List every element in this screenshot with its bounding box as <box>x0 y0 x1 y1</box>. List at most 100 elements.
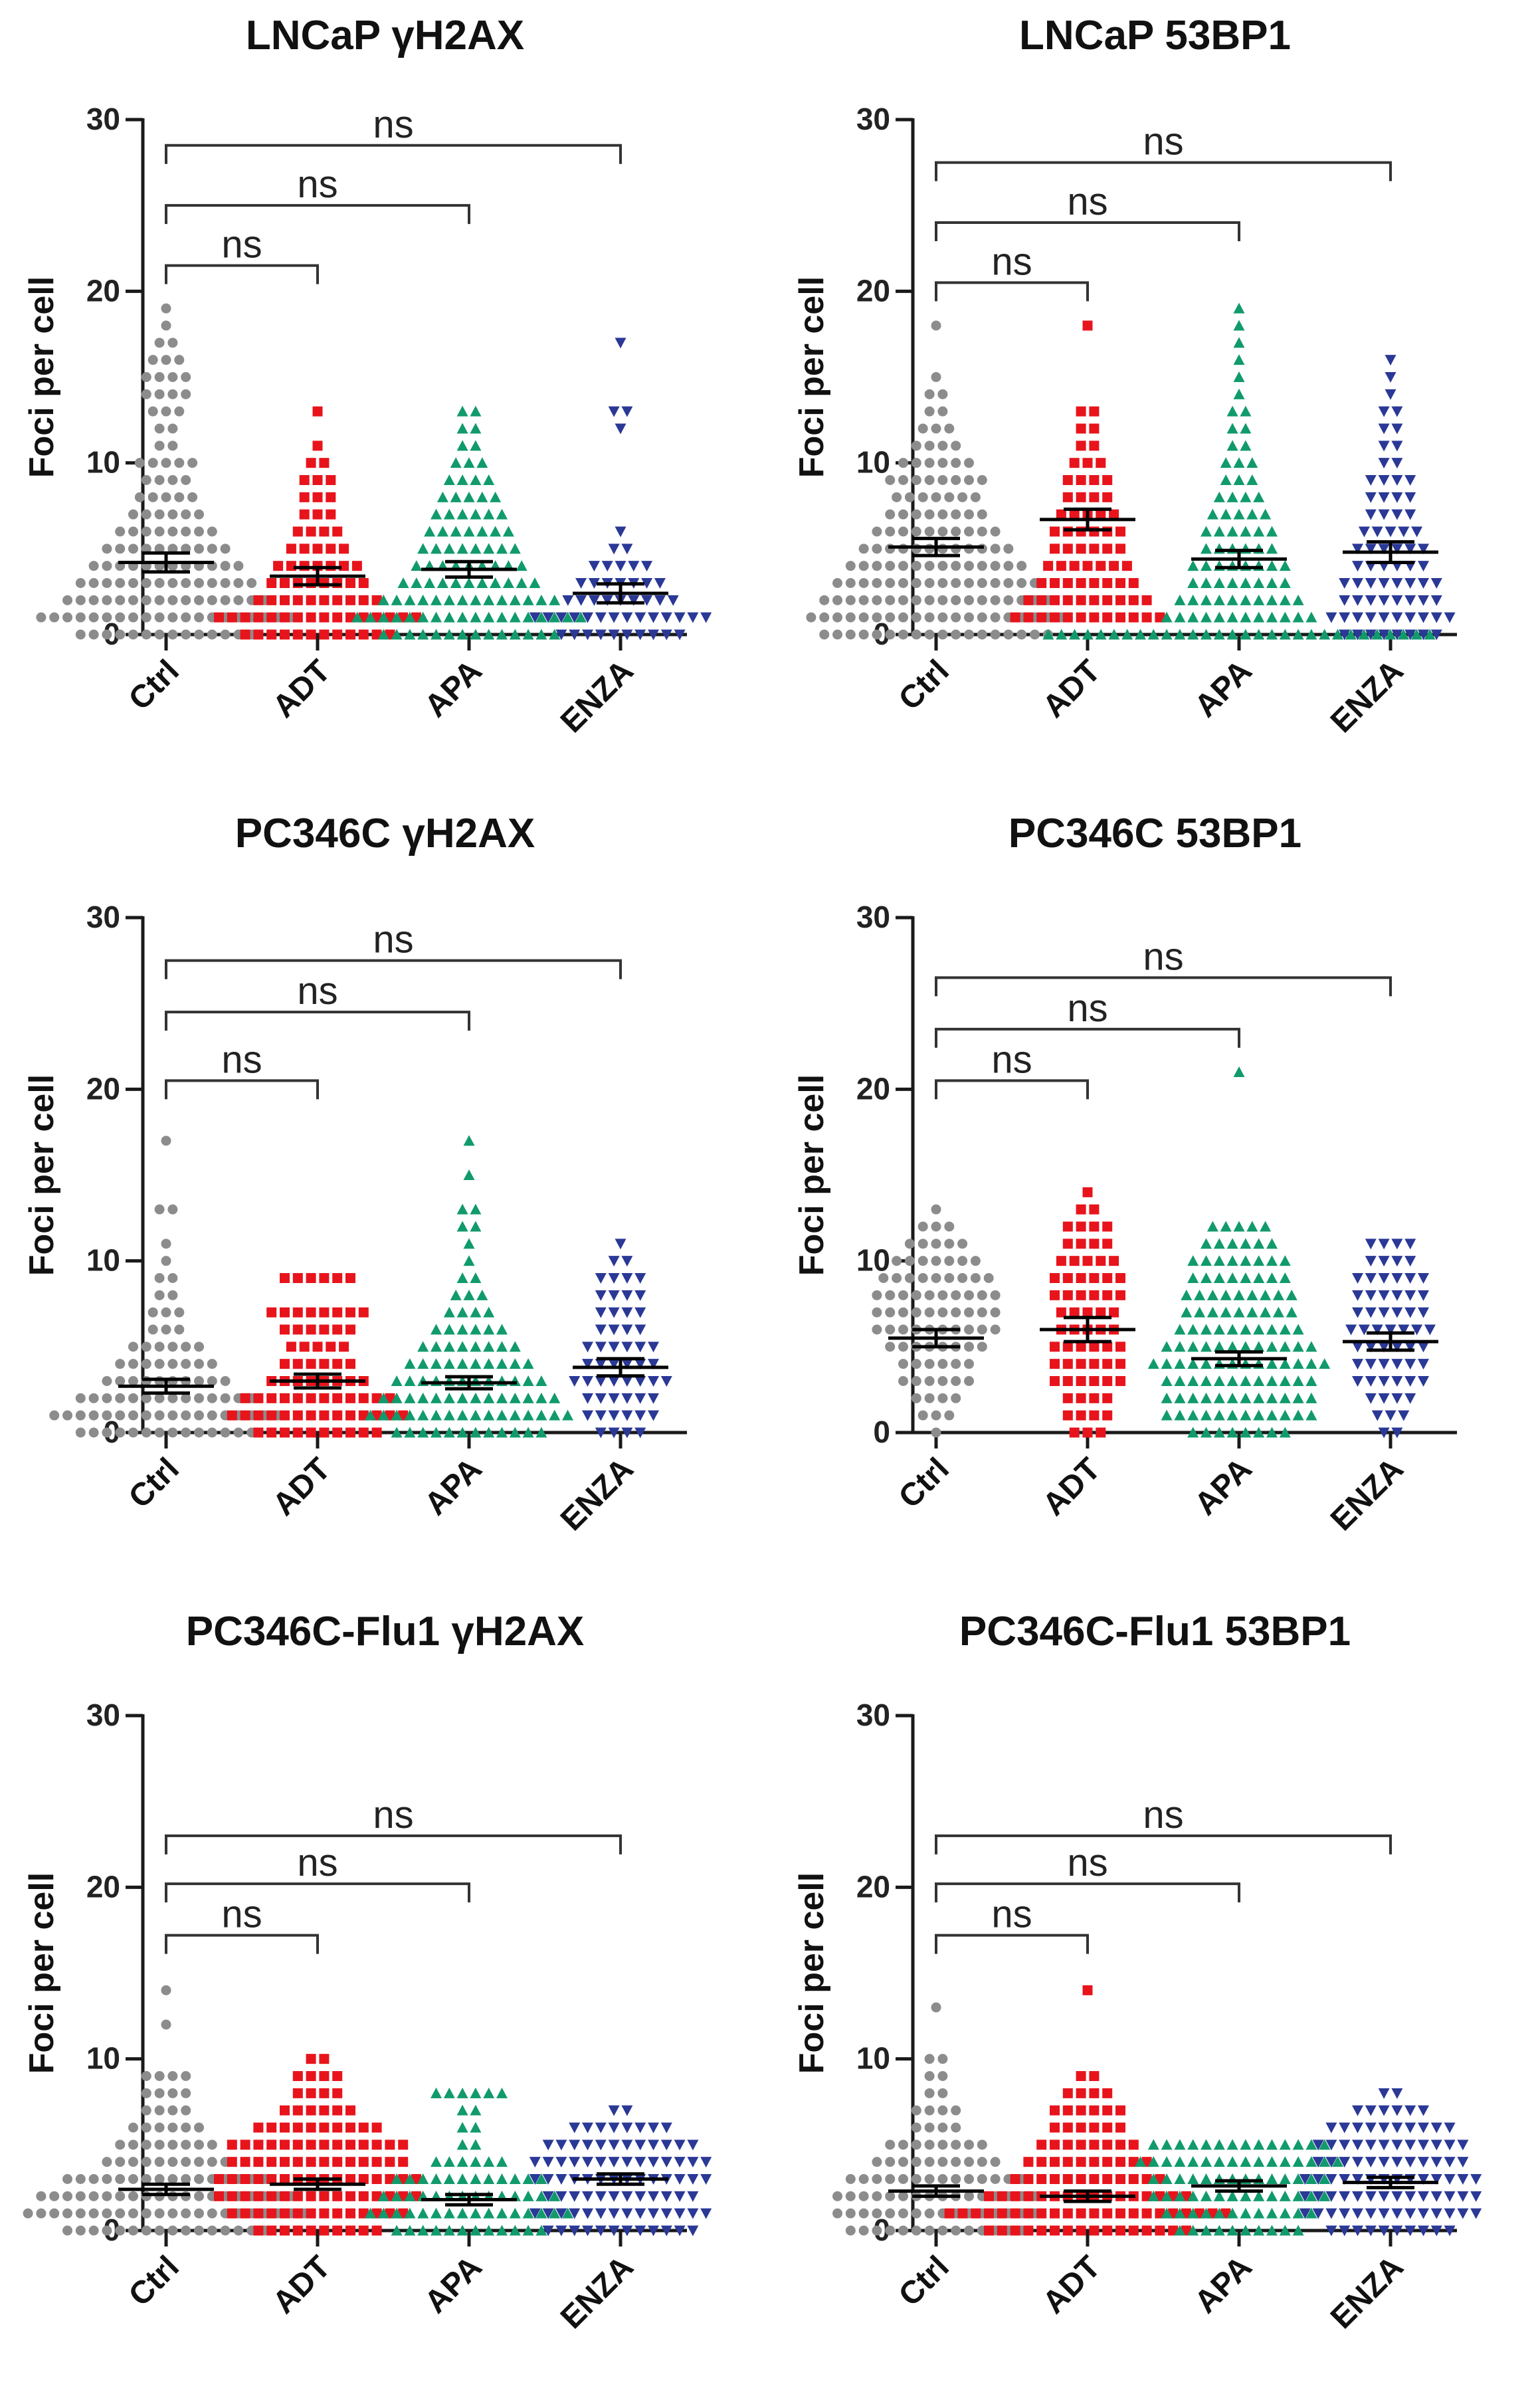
data-point <box>1062 1359 1073 1369</box>
data-point <box>1102 595 1113 605</box>
data-point <box>549 629 561 640</box>
data-point <box>1226 1409 1238 1421</box>
data-point <box>167 2105 178 2116</box>
data-point <box>1378 441 1390 452</box>
data-point <box>595 1376 607 1387</box>
data-point <box>326 492 336 502</box>
x-tick-label: APA <box>418 1451 489 1522</box>
data-point <box>1201 1409 1212 1421</box>
data-point <box>1089 1239 1100 1249</box>
data-point <box>1378 1393 1390 1404</box>
data-point <box>1155 2225 1165 2236</box>
data-point <box>431 1392 442 1403</box>
data-point <box>1430 578 1442 589</box>
data-point <box>885 544 896 554</box>
data-point <box>1378 2122 1390 2134</box>
data-point <box>1089 423 1100 434</box>
data-point <box>167 475 178 485</box>
data-point <box>845 578 856 588</box>
data-point <box>306 578 316 588</box>
data-point <box>977 544 987 554</box>
data-point <box>509 1392 521 1403</box>
data-point <box>1365 612 1377 623</box>
data-point <box>306 2225 316 2236</box>
data-point <box>1050 544 1060 554</box>
data-point <box>1128 2208 1139 2219</box>
data-point <box>1069 1307 1080 1318</box>
data-point <box>181 2122 191 2133</box>
data-point <box>417 1358 429 1369</box>
data-point <box>1030 629 1040 640</box>
data-point <box>1404 544 1416 555</box>
data-point <box>443 1409 455 1421</box>
data-point <box>496 1341 508 1352</box>
data-point <box>496 1392 508 1403</box>
data-point <box>502 526 514 537</box>
data-point <box>1036 578 1047 588</box>
series-ctrl <box>23 1985 310 2236</box>
data-point <box>1391 475 1403 486</box>
data-point <box>319 2208 330 2219</box>
data-point <box>660 2140 672 2151</box>
data-point <box>75 612 86 623</box>
significance-label: ns <box>991 1038 1032 1081</box>
data-point <box>319 1410 330 1421</box>
data-point <box>502 577 514 588</box>
data-point <box>1089 2157 1100 2167</box>
data-point <box>496 1427 508 1438</box>
data-point <box>1365 1307 1377 1318</box>
data-point <box>660 612 672 623</box>
data-point <box>1391 2208 1403 2219</box>
data-point <box>266 2122 277 2133</box>
data-point <box>1161 611 1173 623</box>
data-point <box>306 2122 316 2133</box>
data-point <box>1089 1204 1100 1215</box>
data-point <box>1089 1221 1100 1232</box>
data-point <box>1352 561 1363 572</box>
data-point <box>1470 2208 1482 2219</box>
data-point <box>1365 2122 1377 2134</box>
data-point <box>319 2140 330 2150</box>
data-point <box>911 441 921 451</box>
data-point <box>306 612 316 623</box>
data-point <box>266 2208 277 2219</box>
x-tick-label: ADT <box>266 2249 337 2320</box>
data-point <box>621 1307 633 1318</box>
data-point <box>194 2208 204 2219</box>
data-point <box>1404 2105 1416 2116</box>
data-point <box>385 2140 395 2150</box>
data-point <box>1201 1341 1212 1352</box>
data-point <box>522 611 534 623</box>
data-point <box>154 2140 165 2150</box>
data-point <box>1096 1427 1106 1438</box>
data-point <box>128 2208 138 2219</box>
series-ctrl <box>832 2002 1040 2236</box>
data-point <box>470 423 482 434</box>
data-point <box>1418 2191 1429 2202</box>
data-point <box>292 2157 303 2167</box>
data-point <box>292 1324 303 1335</box>
data-point <box>621 1290 633 1301</box>
data-point <box>1036 2208 1047 2219</box>
data-point <box>456 1427 468 1438</box>
x-tick-label: ENZA <box>1324 2249 1410 2336</box>
data-point <box>404 629 416 640</box>
data-point <box>1266 526 1278 537</box>
data-point <box>1404 578 1416 589</box>
data-point <box>141 1342 151 1352</box>
data-point <box>207 1410 217 1421</box>
series-ctrl <box>49 1136 283 1438</box>
data-point <box>634 612 646 623</box>
data-point <box>496 1375 508 1386</box>
data-point <box>911 2140 921 2150</box>
data-point <box>319 2191 330 2201</box>
data-point <box>1201 611 1212 623</box>
data-point <box>1266 1427 1278 1438</box>
data-point <box>917 1221 928 1232</box>
data-point <box>240 1393 250 1403</box>
data-point <box>332 2122 343 2133</box>
data-point <box>115 526 126 537</box>
data-point <box>1147 2190 1159 2201</box>
data-point <box>292 2208 303 2219</box>
